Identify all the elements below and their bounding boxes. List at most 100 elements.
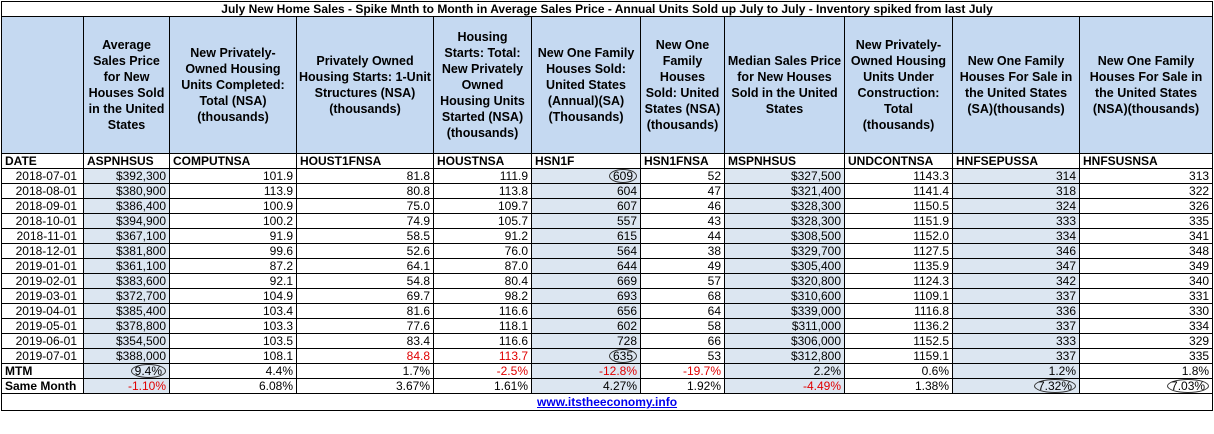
- table-row: 2019-06-01 $354,500 103.5 83.4 116.6 728 66 $30…: [1, 333, 1214, 349]
- table-cell: 3.67%: [296, 378, 434, 394]
- table-cell: 46: [640, 198, 725, 214]
- table-cell: 1124.3: [844, 273, 953, 289]
- table-cell: 81.8: [296, 168, 434, 184]
- table-cell: 64: [640, 303, 725, 319]
- table-cell: 333: [952, 333, 1080, 349]
- table-cell: 330: [1078, 303, 1214, 319]
- table-cell: 1136.2: [844, 318, 953, 334]
- series-code: HOUST1FNSA: [296, 153, 434, 169]
- circled-value: 9.4%: [130, 364, 166, 378]
- table-row: 2018-12-01 $381,800 99.6 52.6 76.0 564 38 $329,…: [1, 243, 1214, 259]
- table-cell: 53: [640, 348, 725, 364]
- table-cell: 336: [952, 303, 1080, 319]
- table-cell: 326: [1078, 198, 1214, 214]
- table-cell: $328,300: [724, 198, 845, 214]
- table-cell: $305,400: [724, 258, 845, 274]
- table-cell: $312,800: [724, 348, 845, 364]
- table-cell: $310,600: [724, 288, 845, 304]
- table-cell: 313: [1078, 168, 1214, 184]
- table-cell: 1127.5: [844, 243, 953, 259]
- footer: www.itstheeconomy.info: [0, 393, 1214, 411]
- table-cell: 104.9: [169, 288, 297, 304]
- table-cell: 334: [1078, 318, 1214, 334]
- column-header: New One Family Houses Sold: United State…: [640, 16, 725, 154]
- table-cell: 318: [952, 183, 1080, 199]
- table-cell: 340: [1078, 273, 1214, 289]
- column-header: New Privately-Owned Housing Units Comple…: [169, 16, 297, 154]
- table-cell: 1150.5: [844, 198, 953, 214]
- table-cell: 84.8: [296, 348, 434, 364]
- table-cell: 333: [952, 213, 1080, 229]
- table-cell: -4.49%: [724, 378, 845, 394]
- table-cell: $367,100: [83, 228, 170, 244]
- table-cell: 7.03%: [1078, 378, 1214, 394]
- table-cell: 118.1: [433, 318, 532, 334]
- table-cell: 557: [531, 213, 641, 229]
- table-cell: $311,000: [724, 318, 845, 334]
- table-cell: 68: [640, 288, 725, 304]
- series-code: HOUSTNSA: [433, 153, 532, 169]
- table-cell: 116.6: [433, 303, 532, 319]
- date-cell: 2018-12-01: [1, 243, 84, 259]
- table-cell: -2.5%: [433, 363, 532, 379]
- row-label: Same Month: [1, 378, 84, 394]
- table-cell: 113.7: [433, 348, 532, 364]
- table-cell: 77.6: [296, 318, 434, 334]
- sheet-title: July New Home Sales - Spike Mnth to Mont…: [0, 1, 1214, 17]
- table-cell: 4.27%: [531, 378, 641, 394]
- date-cell: 2018-08-01: [1, 183, 84, 199]
- table-cell: 47: [640, 183, 725, 199]
- date-cell: 2018-11-01: [1, 228, 84, 244]
- table-cell: 7.32%: [952, 378, 1080, 394]
- circled-value: 609: [608, 169, 637, 183]
- series-code: UNDCONTNSA: [844, 153, 953, 169]
- table-cell: 64.1: [296, 258, 434, 274]
- table-cell: $383,600: [83, 273, 170, 289]
- table-cell: 349: [1078, 258, 1214, 274]
- series-code: COMPUTNSA: [169, 153, 297, 169]
- circled-value: 7.03%: [1167, 379, 1210, 393]
- table-cell: $361,100: [83, 258, 170, 274]
- same-month-row: Same Month -1.10% 6.08% 3.67% 1.61% 4.27% 1.92…: [1, 378, 1214, 394]
- table-cell: 329: [1078, 333, 1214, 349]
- column-header: Privately Owned Housing Starts: 1-Unit S…: [296, 16, 434, 154]
- table-cell: 1.38%: [844, 378, 953, 394]
- table-cell: 615: [531, 228, 641, 244]
- table-cell: 564: [531, 243, 641, 259]
- table-cell: 337: [952, 288, 1080, 304]
- table-cell: 4.4%: [169, 363, 297, 379]
- table-cell: 322: [1078, 183, 1214, 199]
- table-cell: 635: [531, 348, 641, 364]
- table-cell: 1109.1: [844, 288, 953, 304]
- table-cell: $328,300: [724, 213, 845, 229]
- table-cell: 57: [640, 273, 725, 289]
- footer-link[interactable]: www.itstheeconomy.info: [537, 395, 678, 409]
- table-cell: 52: [640, 168, 725, 184]
- table-cell: 314: [952, 168, 1080, 184]
- table-cell: 335: [1078, 348, 1214, 364]
- table-cell: $354,500: [83, 333, 170, 349]
- table-cell: 1152.0: [844, 228, 953, 244]
- table-cell: 656: [531, 303, 641, 319]
- table-cell: $388,000: [83, 348, 170, 364]
- table-cell: 98.2: [433, 288, 532, 304]
- table-cell: 52.6: [296, 243, 434, 259]
- table-cell: 105.7: [433, 213, 532, 229]
- table-cell: 58.5: [296, 228, 434, 244]
- table-cell: $327,500: [724, 168, 845, 184]
- row-label: MTM: [1, 363, 84, 379]
- table-cell: 1.61%: [433, 378, 532, 394]
- table-row: 2019-01-01 $361,100 87.2 64.1 87.0 644 49 $305,…: [1, 258, 1214, 274]
- table-cell: 92.1: [169, 273, 297, 289]
- table-cell: 1143.3: [844, 168, 953, 184]
- table-cell: 103.3: [169, 318, 297, 334]
- table-cell: 113.8: [433, 183, 532, 199]
- table-cell: 116.6: [433, 333, 532, 349]
- table-cell: 6.08%: [169, 378, 297, 394]
- table-cell: 693: [531, 288, 641, 304]
- series-code: HSN1F: [531, 153, 641, 169]
- table-cell: $339,000: [724, 303, 845, 319]
- date-cell: 2018-07-01: [1, 168, 84, 184]
- table-cell: 1135.9: [844, 258, 953, 274]
- table-cell: 346: [952, 243, 1080, 259]
